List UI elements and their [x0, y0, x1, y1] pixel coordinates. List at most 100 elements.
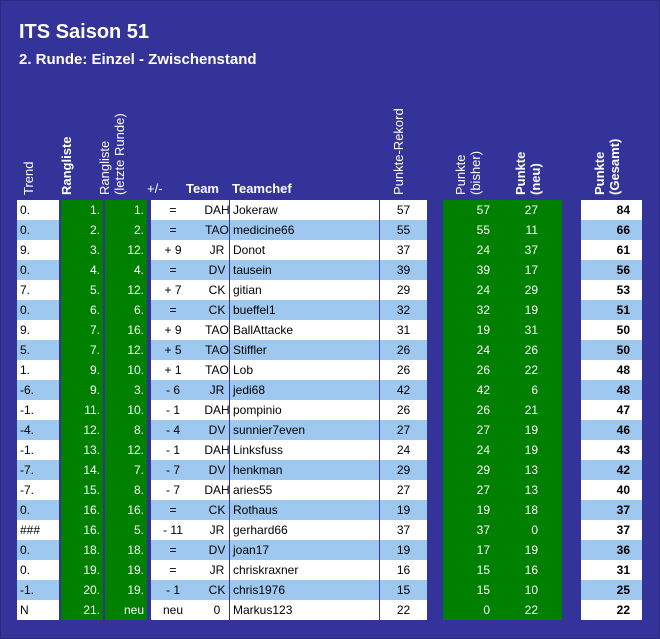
points-new-cell: 17 [498, 260, 562, 280]
points-new-cell: 19 [498, 300, 562, 320]
previous-rank-cell: 6. [105, 300, 147, 320]
table-row: -1. 11. 10. - 1 DAH pompinio 26 26 21 47 [17, 400, 642, 420]
points-previous-cell: 24 [443, 280, 498, 300]
record-cell: 26 [379, 340, 427, 360]
record-cell: 57 [379, 200, 427, 220]
change-cell: - 7 [151, 460, 195, 480]
points-previous-cell: 27 [443, 420, 498, 440]
points-previous-cell: 57 [443, 200, 498, 220]
previous-rank-cell: 5. [105, 520, 147, 540]
rank-cell: 15. [61, 480, 103, 500]
points-new-cell: 22 [498, 360, 562, 380]
teamchef-cell: joan17 [229, 540, 379, 560]
rank-cell: 16. [61, 520, 103, 540]
points-new-cell: 19 [498, 420, 562, 440]
table-row: 1. 9. 10. + 1 TAO Lob 26 26 22 48 [17, 360, 642, 380]
previous-rank-cell: 12. [105, 440, 147, 460]
trend-cell: -7. [17, 480, 59, 500]
change-cell: = [151, 300, 195, 320]
points-previous-cell: 39 [443, 260, 498, 280]
previous-rank-cell: 12. [105, 340, 147, 360]
record-cell: 26 [379, 400, 427, 420]
record-cell: 19 [379, 500, 427, 520]
header-punkte-neu: Punkte (neu) [513, 151, 543, 195]
teamchef-cell: medicine66 [229, 220, 379, 240]
previous-rank-cell: 1. [105, 200, 147, 220]
points-total-cell: 47 [581, 400, 642, 420]
trend-cell: -1. [17, 580, 59, 600]
points-total-cell: 48 [581, 380, 642, 400]
team-cell: 0 [195, 600, 239, 620]
points-previous-cell: 55 [443, 220, 498, 240]
teamchef-cell: jedi68 [229, 380, 379, 400]
table-row: 0. 1. 1. = DAH Jokeraw 57 57 27 84 [17, 200, 642, 220]
table-row: 0. 6. 6. = CK bueffel1 32 32 19 51 [17, 300, 642, 320]
header-trend: Trend [21, 161, 36, 195]
teamchef-cell: pompinio [229, 400, 379, 420]
points-total-cell: 37 [581, 500, 642, 520]
teamchef-cell: henkman [229, 460, 379, 480]
points-total-cell: 50 [581, 340, 642, 360]
trend-cell: -1. [17, 400, 59, 420]
table-row: 7. 5. 12. + 7 CK gitian 29 24 29 53 [17, 280, 642, 300]
change-cell: + 9 [151, 320, 195, 340]
points-total-cell: 22 [581, 600, 642, 620]
change-cell: + 7 [151, 280, 195, 300]
record-cell: 29 [379, 460, 427, 480]
points-total-cell: 37 [581, 520, 642, 540]
table-row: 0. 19. 19. = JR chriskraxner 16 15 16 31 [17, 560, 642, 580]
points-new-cell: 27 [498, 200, 562, 220]
table-row: 0. 4. 4. = DV tausein 39 39 17 56 [17, 260, 642, 280]
table-row: -7. 14. 7. - 7 DV henkman 29 29 13 42 [17, 460, 642, 480]
rank-cell: 12. [61, 420, 103, 440]
table-row: -7. 15. 8. - 7 DAH aries55 27 27 13 40 [17, 480, 642, 500]
teamchef-cell: chriskraxner [229, 560, 379, 580]
teamchef-cell: Donot [229, 240, 379, 260]
points-new-cell: 11 [498, 220, 562, 240]
change-cell: + 1 [151, 360, 195, 380]
points-total-cell: 66 [581, 220, 642, 240]
points-previous-cell: 24 [443, 440, 498, 460]
change-cell: = [151, 260, 195, 280]
team-cell: DV [195, 260, 239, 280]
rank-cell: 7. [61, 320, 103, 340]
points-new-cell: 26 [498, 340, 562, 360]
points-total-cell: 53 [581, 280, 642, 300]
change-cell: + 5 [151, 340, 195, 360]
teamchef-cell: bueffel1 [229, 300, 379, 320]
teamchef-cell: Linksfuss [229, 440, 379, 460]
previous-rank-cell: 3. [105, 380, 147, 400]
record-cell: 24 [379, 440, 427, 460]
change-cell: - 4 [151, 420, 195, 440]
points-previous-cell: 15 [443, 580, 498, 600]
points-new-cell: 13 [498, 460, 562, 480]
teamchef-cell: gerhard66 [229, 520, 379, 540]
change-cell: neu [151, 600, 195, 620]
previous-rank-cell: 8. [105, 480, 147, 500]
header-punkte-bisher: Punkte (bisher) [453, 150, 483, 195]
points-total-cell: 48 [581, 360, 642, 380]
points-total-cell: 84 [581, 200, 642, 220]
table-row: -1. 20. 19. - 1 CK chris1976 15 15 10 25 [17, 580, 642, 600]
points-total-cell: 46 [581, 420, 642, 440]
team-cell: TAO [195, 360, 239, 380]
record-cell: 55 [379, 220, 427, 240]
rank-cell: 20. [61, 580, 103, 600]
points-new-cell: 19 [498, 540, 562, 560]
record-cell: 27 [379, 480, 427, 500]
change-cell: - 11 [151, 520, 195, 540]
teamchef-cell: BallAttacke [229, 320, 379, 340]
previous-rank-cell: 10. [105, 360, 147, 380]
points-previous-cell: 19 [443, 320, 498, 340]
trend-cell: 1. [17, 360, 59, 380]
previous-rank-cell: 16. [105, 500, 147, 520]
trend-cell: 0. [17, 200, 59, 220]
change-cell: - 6 [151, 380, 195, 400]
points-previous-cell: 19 [443, 500, 498, 520]
change-cell: = [151, 200, 195, 220]
previous-rank-cell: 4. [105, 260, 147, 280]
teamchef-cell: Markus123 [229, 600, 379, 620]
rank-cell: 21. [61, 600, 103, 620]
team-cell: CK [195, 500, 239, 520]
header-punkte-rekord: Punkte-Rekord [391, 108, 406, 195]
